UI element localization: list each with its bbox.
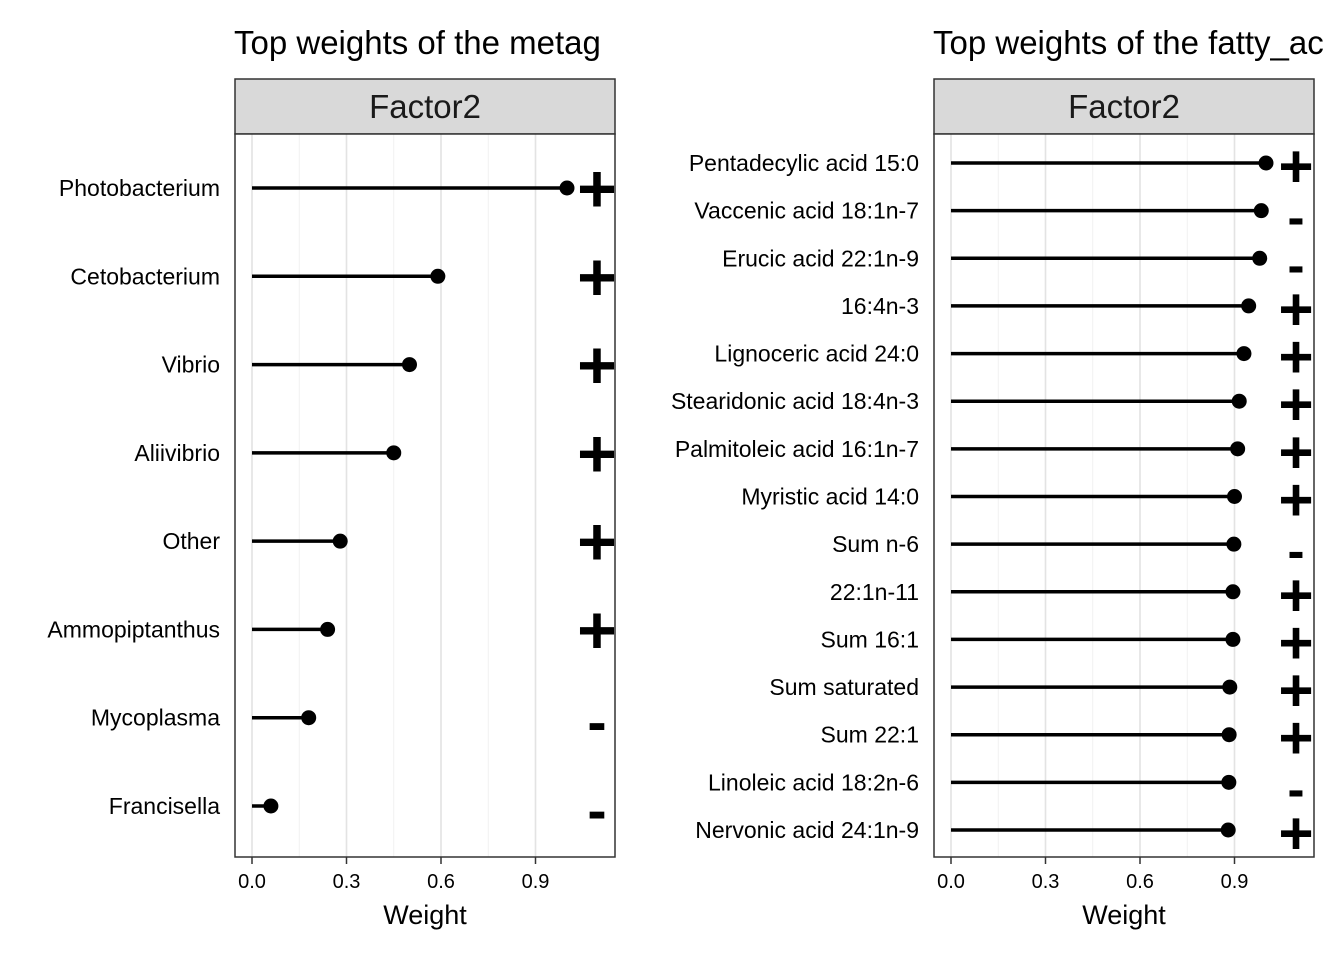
x-tick-label: 0.3 bbox=[333, 871, 361, 893]
sign-plus: + bbox=[1278, 609, 1313, 676]
sign-plus: + bbox=[1278, 467, 1313, 534]
category-label: Lignoceric acid 24:0 bbox=[714, 341, 919, 367]
chart-title: Top weights of the fatty_ac bbox=[933, 24, 1324, 61]
lollipop-point bbox=[1231, 393, 1247, 409]
sign-plus: + bbox=[577, 328, 617, 404]
facet-label: Factor2 bbox=[369, 88, 481, 125]
lollipop-point bbox=[320, 621, 336, 637]
facet-label: Factor2 bbox=[1068, 88, 1180, 125]
sign-plus: + bbox=[1278, 419, 1313, 486]
lollipop-point bbox=[1221, 727, 1237, 743]
category-label: Sum 22:1 bbox=[821, 722, 919, 748]
x-tick-label: 0.9 bbox=[522, 871, 550, 893]
category-label: Vibrio bbox=[162, 352, 220, 378]
lollipop-point bbox=[1230, 441, 1246, 457]
lollipop-point bbox=[1221, 774, 1237, 790]
x-tick-label: 0.0 bbox=[238, 871, 266, 893]
category-label: Linoleic acid 18:2n-6 bbox=[708, 769, 919, 795]
lollipop-point bbox=[1258, 155, 1274, 171]
category-label: Nervonic acid 24:1n-9 bbox=[695, 817, 919, 843]
sign-minus: - bbox=[587, 779, 606, 843]
category-label: Palmitoleic acid 16:1n-7 bbox=[675, 436, 919, 462]
category-label: Francisella bbox=[109, 793, 220, 819]
category-label: 22:1n-11 bbox=[830, 579, 919, 605]
category-label: Mycoplasma bbox=[91, 705, 220, 731]
sign-plus: + bbox=[1278, 133, 1313, 200]
chart-panel-2: Top weights of the fatty_ac Factor2 Pentad… bbox=[671, 24, 1324, 930]
lollipop-point bbox=[1225, 631, 1241, 647]
facet-strip bbox=[234, 78, 616, 135]
sign-plus: + bbox=[577, 151, 617, 227]
plot-background bbox=[235, 134, 615, 857]
lollipop-point bbox=[1222, 679, 1238, 695]
sign-plus: + bbox=[577, 592, 617, 668]
sign-minus: - bbox=[1288, 236, 1305, 293]
category-label: Other bbox=[162, 528, 220, 554]
lollipop-point bbox=[332, 533, 348, 549]
lollipop-point bbox=[430, 268, 446, 284]
lollipop-point bbox=[301, 710, 317, 726]
category-label: Photobacterium bbox=[59, 175, 220, 201]
sign-plus: + bbox=[1278, 705, 1313, 772]
x-tick-label: 0.6 bbox=[1126, 871, 1154, 893]
lollipop-point bbox=[386, 445, 402, 461]
category-label: Pentadecylic acid 15:0 bbox=[689, 150, 919, 176]
sign-plus: + bbox=[1278, 800, 1313, 867]
lollipop-point bbox=[559, 180, 575, 196]
lollipop-point bbox=[1226, 536, 1242, 552]
category-label: Erucic acid 22:1n-9 bbox=[722, 245, 919, 271]
x-axis-title: Weight bbox=[1082, 900, 1166, 930]
lollipop-point bbox=[1220, 822, 1236, 838]
x-tick-label: 0.6 bbox=[427, 871, 455, 893]
x-tick-label: 0.0 bbox=[937, 871, 965, 893]
lollipop-point bbox=[1227, 489, 1242, 504]
category-label: Ammopiptanthus bbox=[47, 616, 220, 642]
lollipop-point bbox=[263, 798, 279, 814]
x-axis-title: Weight bbox=[383, 900, 467, 930]
category-label: Sum 16:1 bbox=[821, 626, 919, 652]
chart-title: Top weights of the metag bbox=[234, 24, 601, 61]
sign-minus: - bbox=[1288, 760, 1305, 817]
category-label: Aliivibrio bbox=[134, 440, 220, 466]
sign-plus: + bbox=[1278, 371, 1313, 438]
panel-border bbox=[234, 133, 616, 858]
sign-plus: + bbox=[577, 504, 617, 580]
sign-plus: + bbox=[577, 239, 617, 315]
sign-minus: - bbox=[1288, 189, 1305, 246]
category-label: Stearidonic acid 18:4n-3 bbox=[671, 388, 919, 414]
lollipop-point bbox=[1236, 346, 1252, 362]
sign-plus: + bbox=[1278, 562, 1313, 629]
category-label: Sum saturated bbox=[769, 674, 919, 700]
sign-minus: - bbox=[587, 691, 606, 755]
category-label: 16:4n-3 bbox=[841, 293, 919, 319]
chart-panel-1: Top weights of the metag Factor2 Photobact… bbox=[47, 24, 616, 930]
x-tick-label: 0.9 bbox=[1221, 871, 1249, 893]
sign-minus: - bbox=[1288, 522, 1305, 579]
sign-plus: + bbox=[577, 416, 617, 492]
sign-plus: + bbox=[1278, 657, 1313, 724]
lollipop-point bbox=[402, 357, 417, 373]
category-label: Vaccenic acid 18:1n-7 bbox=[694, 198, 919, 224]
lollipop-point bbox=[1225, 584, 1241, 600]
panel-border bbox=[933, 133, 1315, 858]
category-label: Myristic acid 14:0 bbox=[741, 484, 919, 510]
x-tick-label: 0.3 bbox=[1032, 871, 1060, 893]
lollipop-point bbox=[1241, 298, 1257, 314]
sign-plus: + bbox=[1278, 324, 1313, 391]
lollipop-point bbox=[1253, 203, 1269, 219]
category-label: Sum n-6 bbox=[832, 531, 919, 557]
sign-plus: + bbox=[1278, 276, 1313, 343]
lollipop-point bbox=[1252, 250, 1268, 266]
category-label: Cetobacterium bbox=[70, 263, 220, 289]
